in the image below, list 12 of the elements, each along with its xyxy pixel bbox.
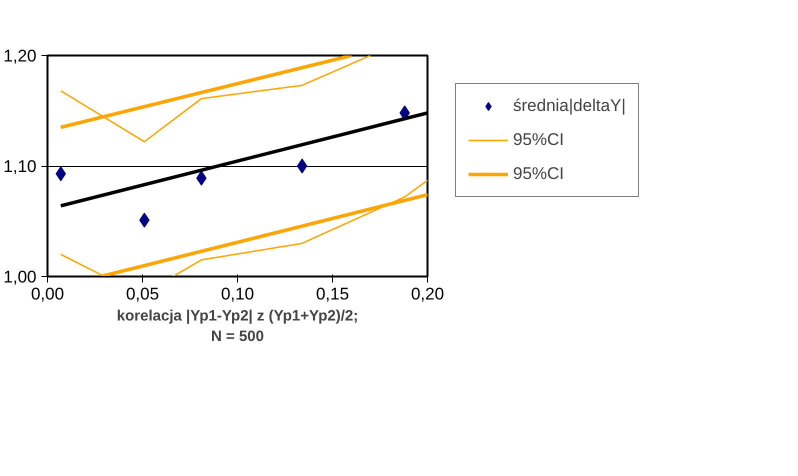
x-tick-label: 0,10 [220, 284, 254, 304]
legend-label: 95%CI [513, 164, 564, 184]
x-tick-label: 0,15 [316, 284, 350, 304]
y-tick-label: 1,20 [3, 46, 37, 66]
legend-label: 95%CI [513, 130, 564, 150]
x-axis-title: korelacja |Yp1-Yp2| z (Yp1+Yp2)/2; N = 500 [116, 308, 358, 345]
x-tick-label: 0,20 [410, 284, 444, 304]
legend-label: średnia|deltaY| [513, 96, 626, 116]
y-tick-label: 1,00 [3, 268, 37, 286]
x-tick-label: 0,00 [30, 284, 64, 304]
y-tick-label: 1,10 [3, 157, 37, 176]
x-tick-label: 0,05 [126, 284, 160, 304]
